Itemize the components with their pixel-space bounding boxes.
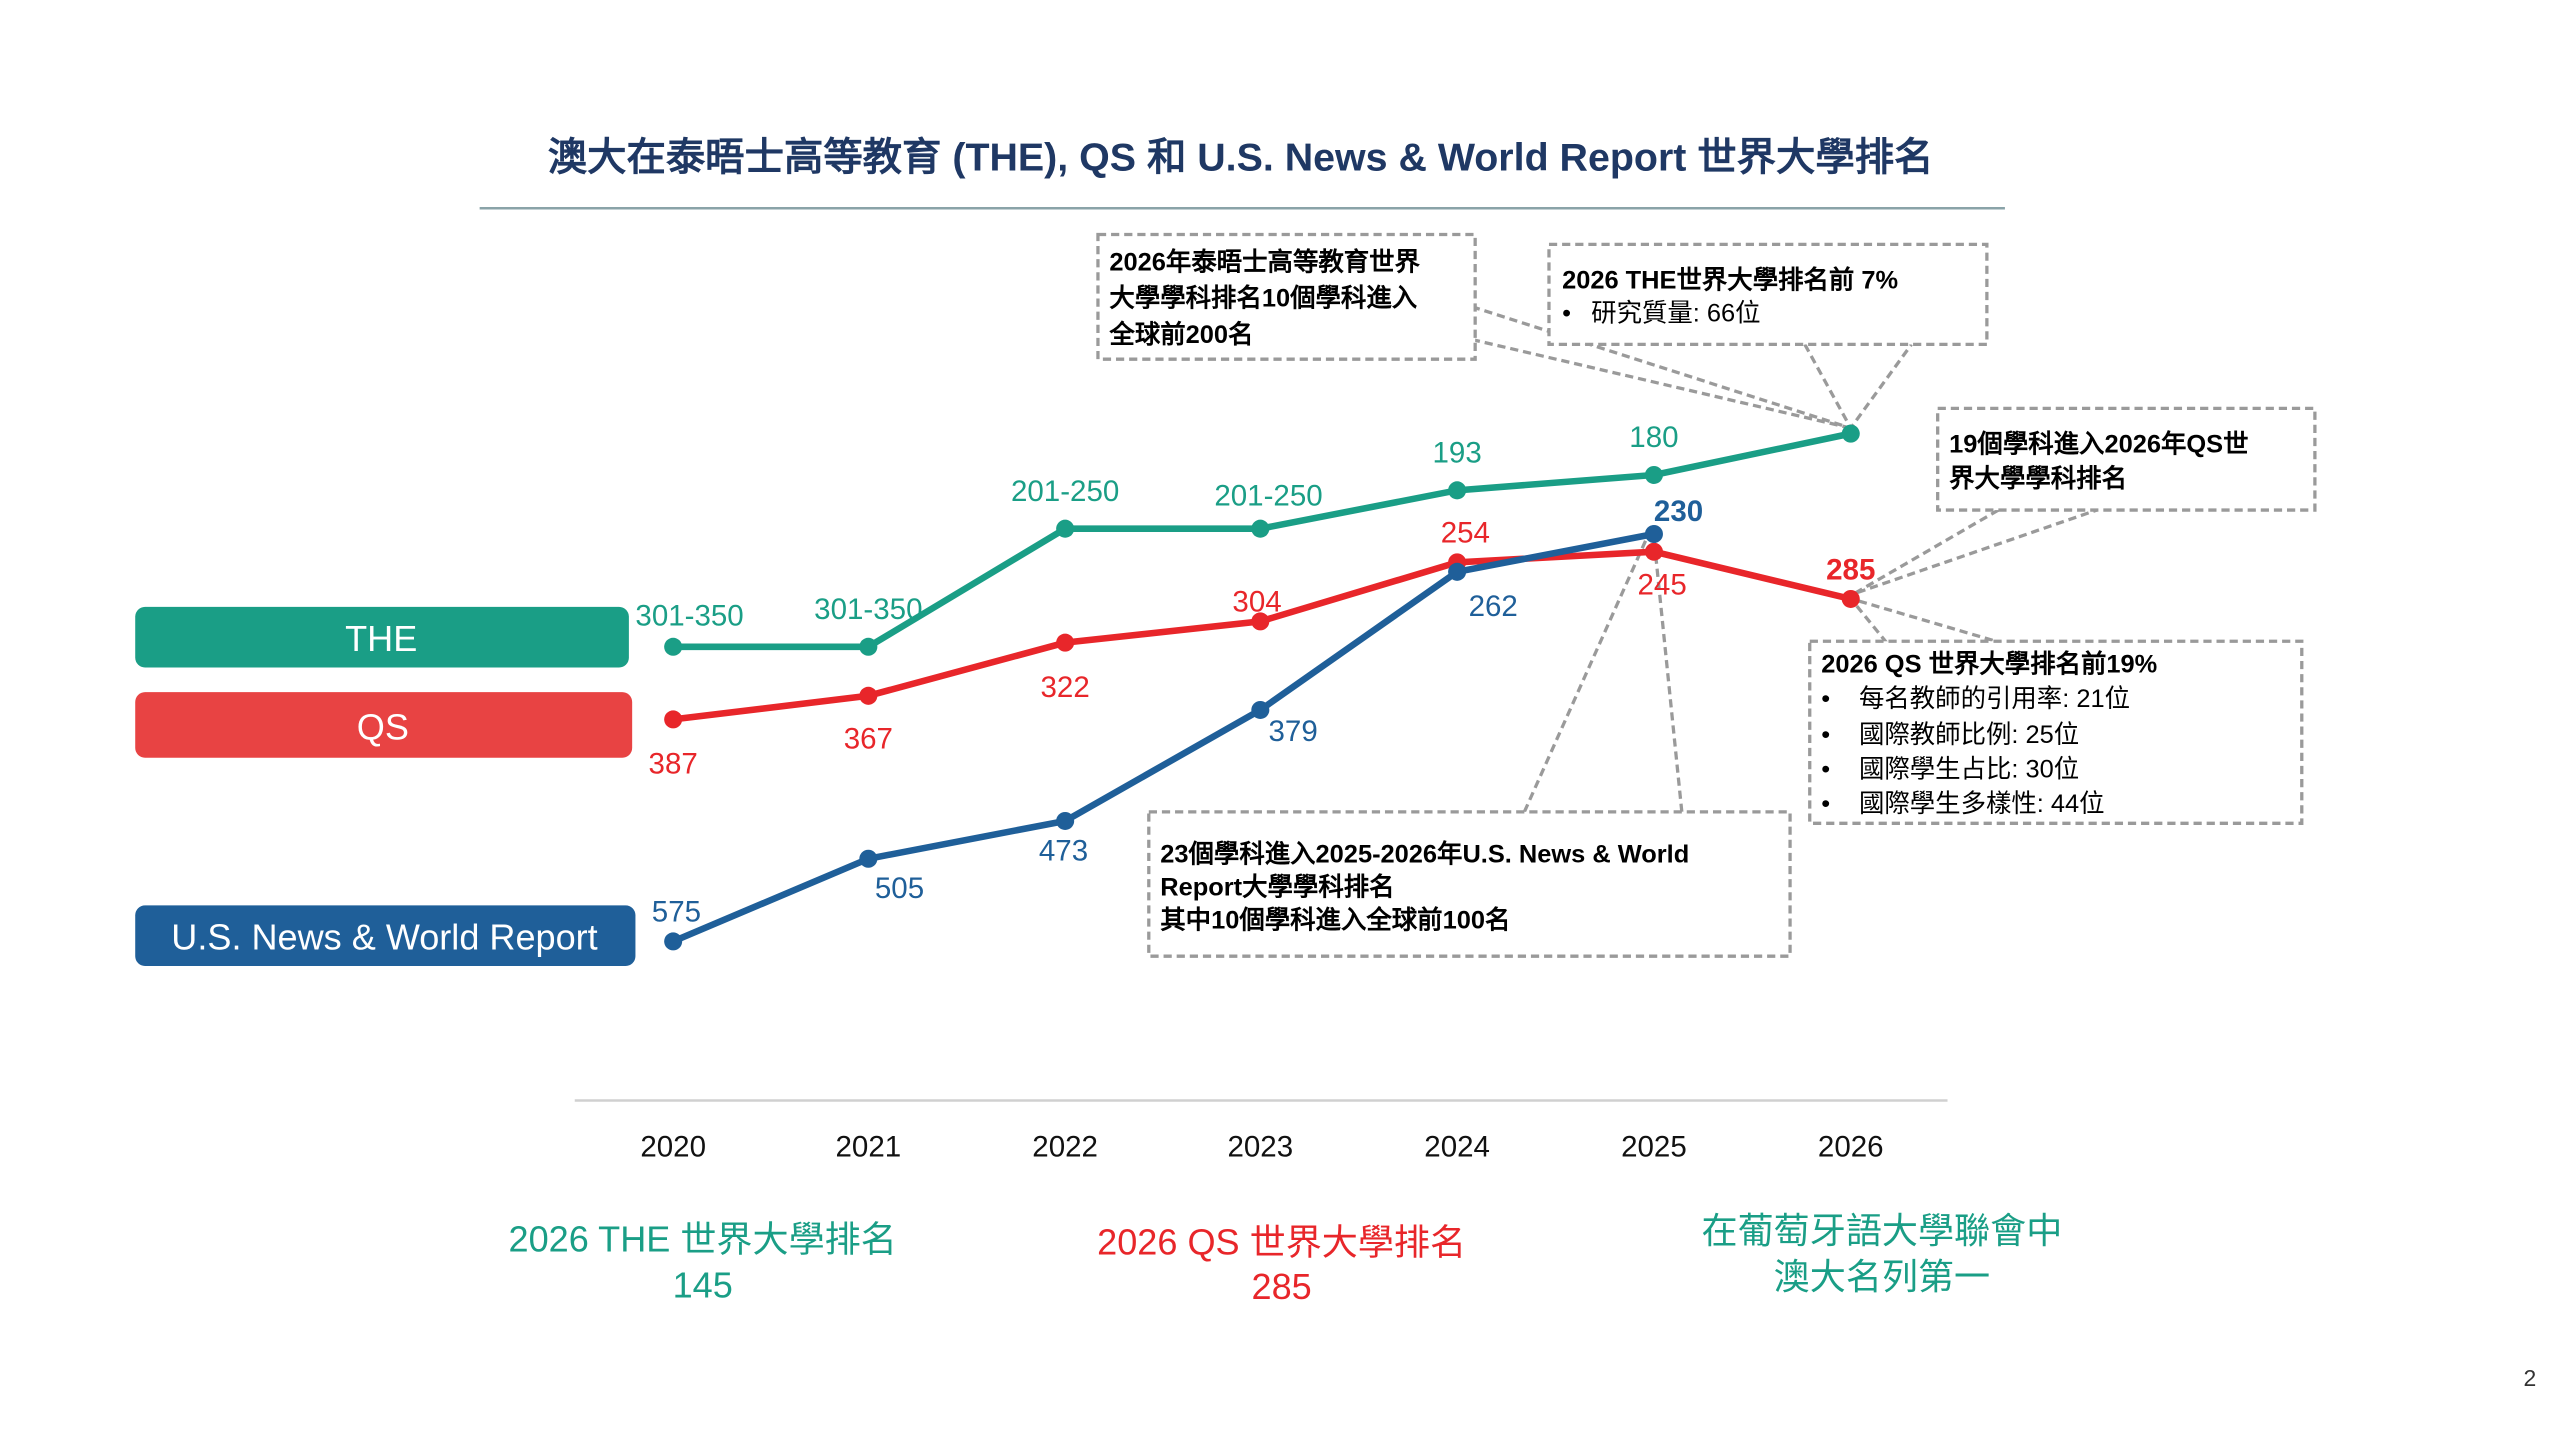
callout-text: 2026年泰晤士高等教育世界 — [1109, 248, 1420, 277]
page-number: 2 — [2524, 1365, 2537, 1391]
callout-text: 全球前200名 — [1108, 320, 1253, 349]
legend-the: THE — [135, 606, 629, 668]
callout-bullet: • 研究質量: 66位 — [1562, 299, 1761, 327]
leader-line — [1652, 537, 1684, 813]
legend-label: U.S. News & World Report — [171, 917, 597, 958]
callout-title: 2026 THE世界大學排名前 7% — [1562, 266, 1898, 295]
data-label: 193 — [1433, 436, 1482, 469]
legend-swatch-the — [135, 606, 629, 668]
series-the: 301-350 301-350 201-250 201-250 193 180 — [635, 421, 1860, 656]
callout-text: 23個學科進入2025-2026年U.S. News & World — [1160, 840, 1689, 869]
callout-the-subjects: 2026年泰晤士高等教育世界 大學學科排名10個學科進入 全球前200名 — [1096, 232, 1477, 361]
data-label: 201-250 — [1214, 480, 1322, 513]
callout-bullet: • 國際學生占比: 30位 — [1821, 755, 2079, 783]
data-label: 180 — [1629, 421, 1678, 454]
series-layer: 301-350 301-350 201-250 201-250 193 180 387 367… — [635, 421, 1876, 951]
x-tick-label: 2023 — [1227, 1130, 1293, 1163]
leader-line — [1471, 305, 1852, 430]
leader-line — [1846, 595, 2003, 645]
data-point — [1251, 519, 1270, 538]
callout-bullet: • 國際學生多樣性: 44位 — [1821, 790, 2104, 818]
data-label: 301-350 — [635, 599, 743, 632]
data-point — [1644, 524, 1663, 544]
data-label: 473 — [1039, 834, 1088, 867]
data-label: 285 — [1826, 553, 1875, 586]
x-tick-label: 2025 — [1621, 1130, 1687, 1163]
callout-text: 其中10個學科進入全球前100名 — [1160, 905, 1510, 934]
data-point — [664, 710, 683, 729]
series-usnews: 575 505 473 379 262 230 — [652, 495, 1703, 951]
data-point — [1841, 424, 1860, 443]
data-label: 387 — [649, 748, 698, 781]
page-title: 澳大在泰晤士高等教育 (THE), QS 和 U.S. News & World… — [548, 136, 1934, 180]
data-label: 230 — [1654, 495, 1703, 528]
legend-label: QS — [357, 707, 409, 748]
data-point — [1644, 542, 1663, 561]
callout-the-rank: 2026 THE世界大學排名前 7% • 研究質量: 66位 — [1547, 242, 1989, 347]
data-point — [1056, 519, 1075, 538]
legend-swatch-qs — [135, 692, 633, 758]
callout-usnews-subjects: 23個學科進入2025-2026年U.S. News & World Repor… — [1147, 810, 1792, 958]
leader-line — [1522, 532, 1651, 813]
data-point — [1251, 612, 1270, 631]
callout-bullet: • 每名教師的引用率: 21位 — [1821, 685, 2130, 713]
data-label: 262 — [1469, 590, 1518, 623]
summary-label: 在葡萄牙語大學聯會中 — [1702, 1210, 2063, 1251]
data-point — [1841, 589, 1860, 608]
legend-label: THE — [345, 618, 417, 659]
callout-title: 2026 QS 世界大學排名前19% — [1821, 649, 2157, 678]
data-point — [1448, 562, 1467, 581]
data-label: 304 — [1232, 586, 1281, 619]
data-point — [1251, 700, 1270, 719]
data-label: 367 — [844, 722, 893, 755]
data-label: 322 — [1041, 671, 1090, 704]
data-label: 379 — [1268, 715, 1317, 748]
callout-text: 大學學科排名10個學科進入 — [1109, 284, 1417, 313]
series-line — [671, 530, 1655, 945]
x-tick-label: 2022 — [1032, 1130, 1098, 1163]
legend-qs: QS — [135, 692, 633, 758]
data-label: 575 — [652, 896, 701, 929]
legend-usnews: U.S. News & World Report — [135, 905, 636, 967]
data-label: 245 — [1638, 568, 1687, 601]
data-label: 505 — [875, 872, 924, 905]
callout-qs-subjects: 19個學科進入2026年QS世 界大學學科排名 — [1936, 406, 2317, 512]
summary-the: 2026 THE 世界大學排名 145 — [509, 1218, 897, 1305]
data-label: 301-350 — [814, 593, 922, 626]
summary-label: 2026 QS 世界大學排名 — [1097, 1222, 1466, 1263]
x-tick-label: 2024 — [1424, 1130, 1490, 1163]
data-point — [664, 637, 683, 656]
callout-qs-rank: 2026 QS 世界大學排名前19% • 每名教師的引用率: 21位 • 國際教… — [1808, 639, 2304, 825]
callout-text: Report大學學科排名 — [1160, 872, 1394, 901]
legend-swatch-usnews — [135, 905, 636, 967]
data-point — [664, 932, 683, 951]
leader-line — [1803, 343, 1913, 432]
data-label: 201-250 — [1011, 475, 1119, 508]
data-point — [1056, 811, 1075, 830]
data-point — [859, 686, 878, 705]
summary-qs: 2026 QS 世界大學排名 285 — [1097, 1222, 1466, 1307]
data-point — [1056, 633, 1075, 652]
callout-text: 19個學科進入2026年QS世 — [1949, 430, 2248, 459]
x-tick-label: 2021 — [836, 1130, 902, 1163]
summary-label: 2026 THE 世界大學排名 — [509, 1218, 897, 1259]
data-point — [859, 849, 878, 868]
summary-value: 澳大名列第一 — [1774, 1256, 1990, 1297]
data-point — [1448, 481, 1467, 500]
leader-line — [1471, 337, 1852, 430]
x-tick-labels: 2020 2021 2022 2023 2024 2025 2026 — [640, 1130, 1883, 1163]
summary-value: 285 — [1252, 1266, 1312, 1307]
summary-cplp: 在葡萄牙語大學聯會中 澳大名列第一 — [1702, 1210, 2063, 1297]
callout-text: 界大學學科排名 — [1949, 464, 2127, 493]
x-tick-label: 2020 — [640, 1130, 706, 1163]
callout-bullet: • 國際教師比例: 25位 — [1821, 721, 2079, 749]
data-point — [1644, 465, 1663, 484]
summary-value: 145 — [673, 1264, 733, 1305]
x-tick-label: 2026 — [1818, 1130, 1884, 1163]
data-point — [859, 637, 878, 656]
series-qs: 387 367 322 304 254 245 285 — [649, 517, 1876, 781]
leader-line — [1853, 508, 2098, 596]
data-label: 254 — [1441, 517, 1490, 550]
